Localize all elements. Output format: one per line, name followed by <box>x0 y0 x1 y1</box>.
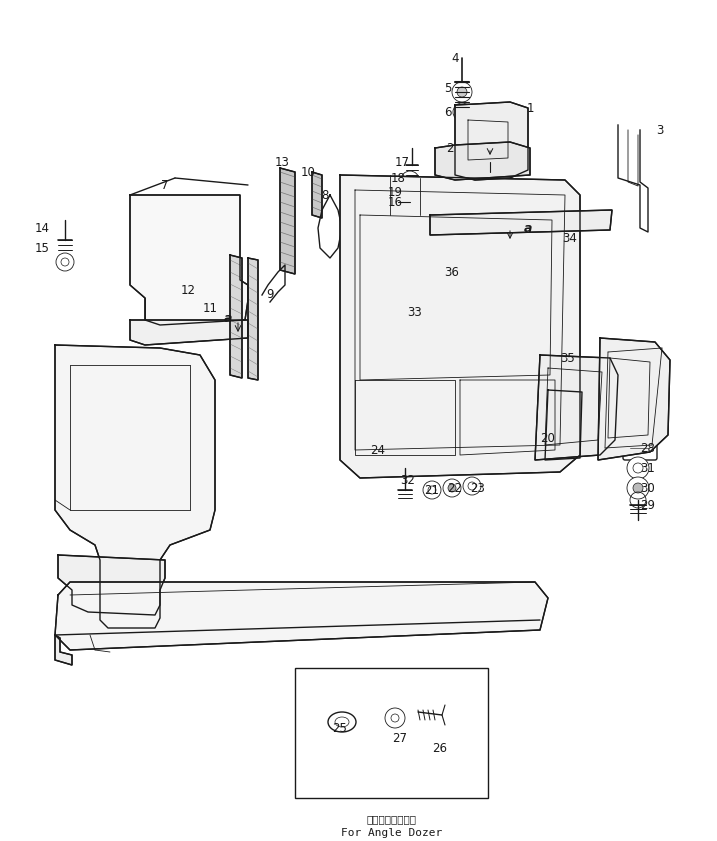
Text: 22: 22 <box>447 482 462 495</box>
Text: 35: 35 <box>561 352 575 364</box>
Circle shape <box>453 103 471 121</box>
Circle shape <box>385 708 405 728</box>
Text: 34: 34 <box>563 231 577 245</box>
Polygon shape <box>130 195 248 325</box>
Text: 29: 29 <box>640 499 655 511</box>
Text: 7: 7 <box>161 178 168 192</box>
Circle shape <box>452 82 472 102</box>
Text: 17: 17 <box>394 156 409 168</box>
Circle shape <box>627 477 649 499</box>
Text: 19: 19 <box>387 186 402 198</box>
Circle shape <box>423 481 441 499</box>
Text: 14: 14 <box>34 221 49 235</box>
Text: 8: 8 <box>321 188 328 202</box>
Text: 18: 18 <box>391 172 405 184</box>
Polygon shape <box>312 172 322 218</box>
Text: 36: 36 <box>445 266 460 278</box>
Circle shape <box>56 253 74 271</box>
Circle shape <box>457 87 467 97</box>
Bar <box>295 668 488 798</box>
Text: 13: 13 <box>275 156 290 168</box>
Polygon shape <box>55 635 72 665</box>
Text: 4: 4 <box>451 51 459 65</box>
Text: 15: 15 <box>34 241 49 255</box>
Text: 11: 11 <box>202 302 217 315</box>
Text: 20: 20 <box>541 431 556 445</box>
Polygon shape <box>230 255 242 378</box>
Polygon shape <box>455 102 528 180</box>
Circle shape <box>627 457 649 479</box>
Polygon shape <box>248 258 258 380</box>
Text: 9: 9 <box>266 288 274 302</box>
Circle shape <box>373 441 387 455</box>
Polygon shape <box>58 555 165 615</box>
Text: 26: 26 <box>432 742 447 754</box>
Circle shape <box>448 484 456 492</box>
Text: 16: 16 <box>387 195 402 209</box>
Text: 10: 10 <box>300 166 315 178</box>
FancyArrowPatch shape <box>98 546 167 553</box>
Polygon shape <box>340 175 580 478</box>
Text: 6: 6 <box>445 105 452 119</box>
Circle shape <box>401 171 419 189</box>
Text: 33: 33 <box>408 305 422 319</box>
Text: 30: 30 <box>640 482 655 495</box>
Text: 23: 23 <box>470 482 485 495</box>
Text: a: a <box>224 311 232 325</box>
Text: 3: 3 <box>656 124 664 136</box>
Polygon shape <box>535 355 618 460</box>
Text: 2: 2 <box>446 141 454 155</box>
Polygon shape <box>430 210 612 235</box>
Text: 32: 32 <box>401 473 415 486</box>
Text: 5: 5 <box>445 82 452 94</box>
Polygon shape <box>130 320 248 345</box>
Circle shape <box>443 479 461 497</box>
Text: 31: 31 <box>640 462 655 474</box>
Text: 27: 27 <box>392 732 407 744</box>
Polygon shape <box>280 168 295 274</box>
Text: アングルドーザ用: アングルドーザ用 <box>366 814 417 824</box>
Circle shape <box>406 191 414 199</box>
Text: a: a <box>524 221 532 235</box>
Polygon shape <box>435 142 530 180</box>
Circle shape <box>401 186 419 204</box>
Polygon shape <box>598 338 670 460</box>
Text: 21: 21 <box>424 484 440 496</box>
Text: 12: 12 <box>181 283 196 297</box>
Circle shape <box>463 477 481 495</box>
Polygon shape <box>55 345 215 628</box>
Polygon shape <box>55 582 548 650</box>
Text: 24: 24 <box>371 443 386 457</box>
Circle shape <box>633 483 643 493</box>
Text: 1: 1 <box>526 102 533 114</box>
Text: 28: 28 <box>640 442 655 454</box>
FancyBboxPatch shape <box>623 438 657 460</box>
Text: For Angle Dozer: For Angle Dozer <box>341 828 442 838</box>
Text: 25: 25 <box>333 722 348 734</box>
